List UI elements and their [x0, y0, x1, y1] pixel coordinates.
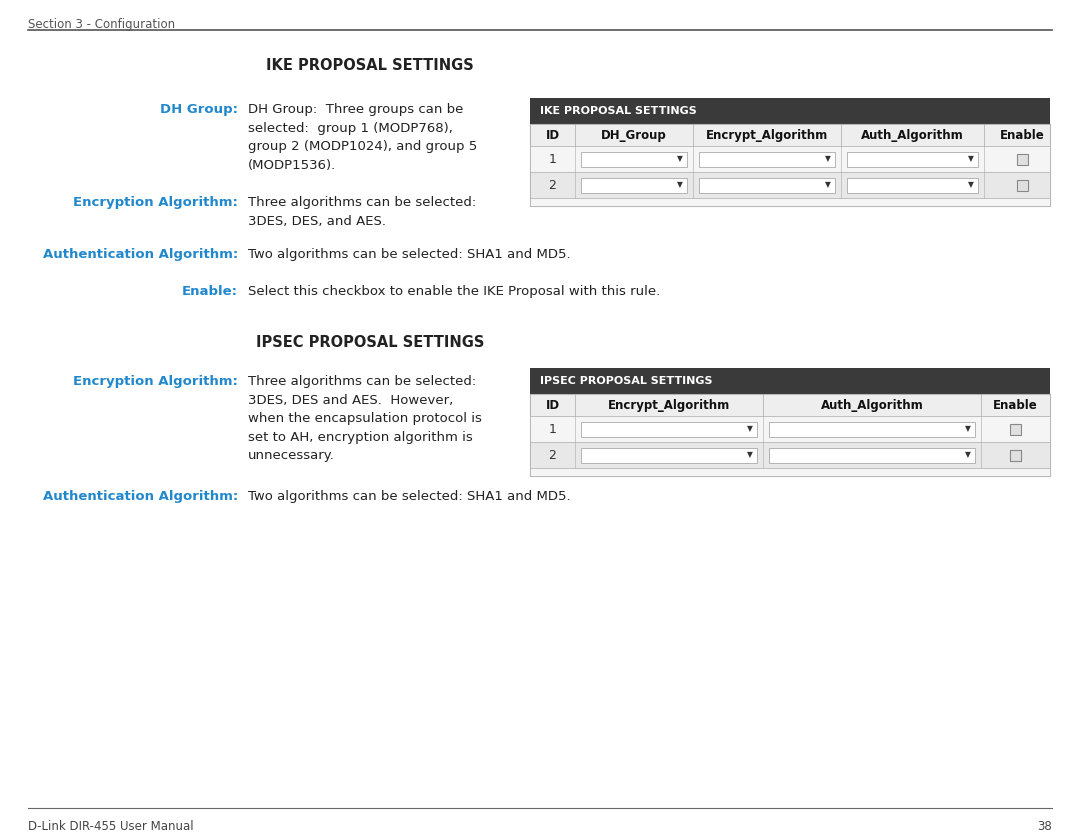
Bar — [699, 152, 835, 167]
Text: 2: 2 — [549, 449, 556, 461]
Text: Three algorithms can be selected:
3DES, DES, and AES.: Three algorithms can be selected: 3DES, … — [248, 196, 476, 228]
Bar — [530, 416, 1050, 442]
Text: 38: 38 — [1037, 820, 1052, 833]
Bar — [530, 394, 1050, 416]
Text: ▼: ▼ — [825, 180, 831, 189]
Text: ▼: ▼ — [677, 154, 683, 163]
Text: 1: 1 — [549, 423, 556, 435]
Text: 1: 1 — [549, 153, 556, 165]
Text: IKE PROPOSAL SETTINGS: IKE PROPOSAL SETTINGS — [266, 58, 474, 73]
Bar — [530, 172, 1050, 198]
Bar — [1016, 179, 1027, 190]
Text: DH_Group: DH_Group — [602, 128, 666, 142]
Bar — [581, 178, 687, 193]
Bar — [581, 448, 757, 463]
Bar — [530, 98, 1050, 124]
Text: IPSEC PROPOSAL SETTINGS: IPSEC PROPOSAL SETTINGS — [256, 335, 484, 350]
Text: DH Group:  Three groups can be
selected:  group 1 (MODP768),
group 2 (MODP1024),: DH Group: Three groups can be selected: … — [248, 103, 477, 172]
Text: ▼: ▼ — [747, 450, 753, 460]
Bar — [530, 124, 1050, 206]
Text: Encrypt_Algorithm: Encrypt_Algorithm — [706, 128, 828, 142]
Text: Authentication Algorithm:: Authentication Algorithm: — [43, 248, 238, 261]
Text: IPSEC PROPOSAL SETTINGS: IPSEC PROPOSAL SETTINGS — [540, 376, 713, 386]
Text: Encryption Algorithm:: Encryption Algorithm: — [73, 196, 238, 209]
Text: Select this checkbox to enable the IKE Proposal with this rule.: Select this checkbox to enable the IKE P… — [248, 285, 660, 298]
Bar — [581, 152, 687, 167]
Text: DH Group:: DH Group: — [160, 103, 238, 116]
Text: Enable:: Enable: — [183, 285, 238, 298]
Bar — [1010, 450, 1021, 460]
Text: ▼: ▼ — [677, 180, 683, 189]
Text: Enable: Enable — [1000, 128, 1044, 142]
Text: Three algorithms can be selected:
3DES, DES and AES.  However,
when the encapsul: Three algorithms can be selected: 3DES, … — [248, 375, 482, 462]
Text: ID: ID — [545, 399, 559, 411]
Text: Auth_Algorithm: Auth_Algorithm — [821, 399, 923, 411]
Text: ▼: ▼ — [825, 154, 831, 163]
Text: Authentication Algorithm:: Authentication Algorithm: — [43, 490, 238, 503]
Bar — [769, 421, 975, 436]
Text: ▼: ▼ — [968, 154, 974, 163]
Bar — [530, 442, 1050, 468]
Text: Encryption Algorithm:: Encryption Algorithm: — [73, 375, 238, 388]
Bar — [530, 146, 1050, 172]
Text: Two algorithms can be selected: SHA1 and MD5.: Two algorithms can be selected: SHA1 and… — [248, 490, 570, 503]
Text: ▼: ▼ — [968, 180, 974, 189]
Text: Section 3 - Configuration: Section 3 - Configuration — [28, 18, 175, 31]
Text: Auth_Algorithm: Auth_Algorithm — [861, 128, 963, 142]
Bar — [1010, 424, 1021, 435]
Text: ▼: ▼ — [966, 425, 971, 434]
Bar — [769, 448, 975, 463]
Bar — [530, 198, 1050, 206]
Bar — [530, 394, 1050, 476]
Text: Enable: Enable — [994, 399, 1038, 411]
Bar — [1016, 153, 1027, 164]
Text: Two algorithms can be selected: SHA1 and MD5.: Two algorithms can be selected: SHA1 and… — [248, 248, 570, 261]
Bar — [847, 178, 978, 193]
Text: ID: ID — [545, 128, 559, 142]
Text: Encrypt_Algorithm: Encrypt_Algorithm — [608, 399, 730, 411]
Text: ▼: ▼ — [966, 450, 971, 460]
Bar — [847, 152, 978, 167]
Text: ▼: ▼ — [747, 425, 753, 434]
Text: 2: 2 — [549, 178, 556, 192]
Bar — [530, 368, 1050, 394]
Text: D-Link DIR-455 User Manual: D-Link DIR-455 User Manual — [28, 820, 193, 833]
Bar — [530, 124, 1050, 146]
Bar — [581, 421, 757, 436]
Bar — [530, 468, 1050, 476]
Text: IKE PROPOSAL SETTINGS: IKE PROPOSAL SETTINGS — [540, 106, 697, 116]
Bar — [699, 178, 835, 193]
